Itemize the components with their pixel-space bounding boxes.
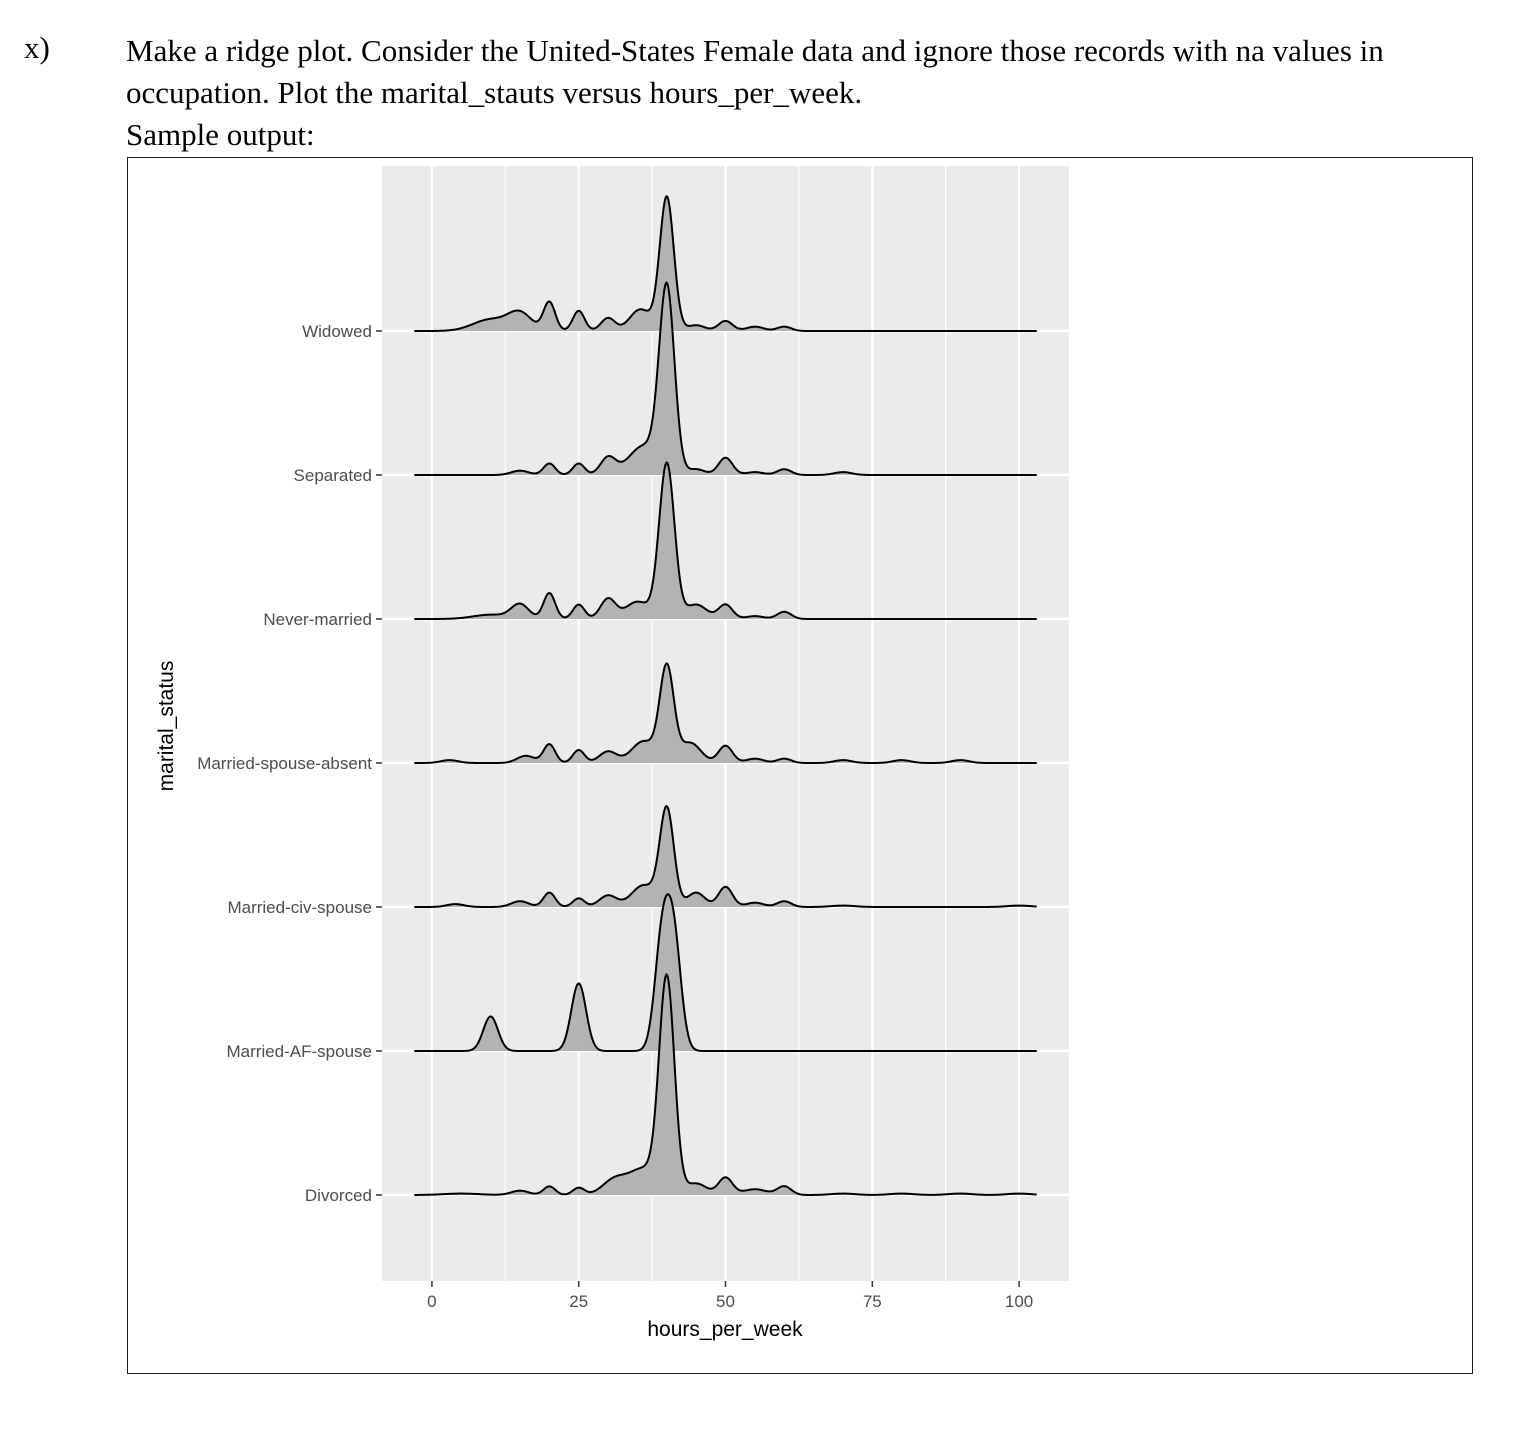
ridge-line-married-spouse-absent xyxy=(414,662,1037,764)
ridge-layer xyxy=(414,195,1037,1196)
x-axis-title: hours_per_week xyxy=(647,1318,803,1341)
x-tick-label: 75 xyxy=(863,1292,882,1311)
ridge-chart: Divorced Married-AF-spouse Married-civ-spo… xyxy=(155,166,1069,1341)
ridge-line-divorced xyxy=(414,973,1037,1196)
y-axis-title: marital_status xyxy=(155,661,178,792)
y-tick-label: Never-married xyxy=(263,610,372,629)
ridge-line-married-af-spouse xyxy=(414,893,1037,1052)
ridge-line-married-civ-spouse xyxy=(414,805,1037,908)
y-tick-label: Married-AF-spouse xyxy=(227,1042,373,1061)
y-tick-label: Widowed xyxy=(302,322,372,341)
y-tick-label: Married-spouse-absent xyxy=(197,754,372,773)
x-tick-label: 0 xyxy=(427,1292,436,1311)
ridge-line-widowed xyxy=(414,195,1037,332)
ridge-line-never-married xyxy=(414,461,1037,620)
x-tick-label: 50 xyxy=(716,1292,735,1311)
ridge-line-separated xyxy=(414,281,1037,476)
x-tick-label: 25 xyxy=(569,1292,588,1311)
y-axis: Divorced Married-AF-spouse Married-civ-spo… xyxy=(197,322,382,1205)
question-line-2: occupation. Plot the marital_stauts vers… xyxy=(126,75,863,110)
y-tick-label: Married-civ-spouse xyxy=(227,898,372,917)
x-axis: 0 25 50 75 100 xyxy=(427,1281,1033,1311)
y-tick-label: Separated xyxy=(294,466,372,485)
y-tick-label: Divorced xyxy=(305,1186,372,1205)
figure-frame: Divorced Married-AF-spouse Married-civ-spo… xyxy=(127,157,1473,1374)
question-line-3: Sample output: xyxy=(126,117,315,152)
question-text: Make a ridge plot. Consider the United-S… xyxy=(126,30,1466,156)
question-line-1: Make a ridge plot. Consider the United-S… xyxy=(126,33,1384,68)
question-number: x) xyxy=(24,30,50,65)
x-tick-label: 100 xyxy=(1005,1292,1033,1311)
